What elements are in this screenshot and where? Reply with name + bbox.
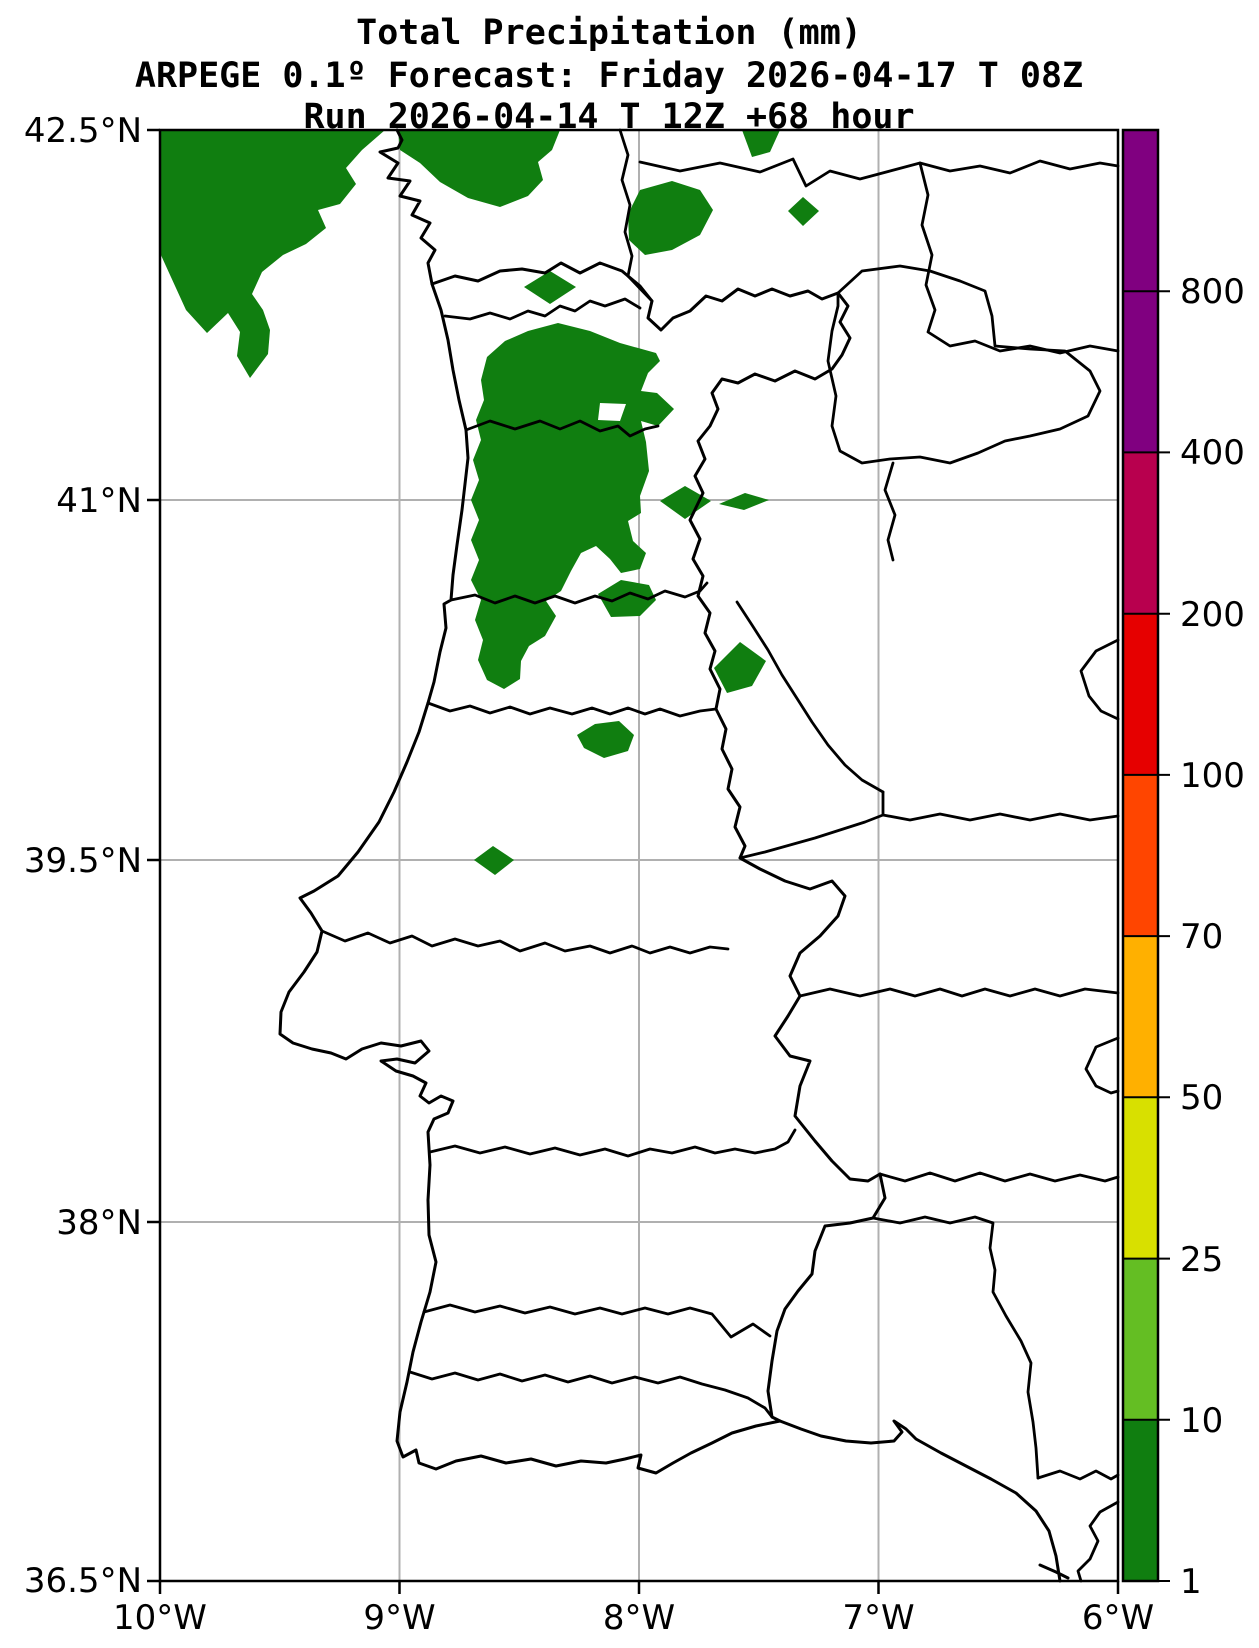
portugal-spain-border (430, 261, 887, 1423)
lon-label-8w: 8°W (603, 1598, 675, 1638)
precip-area-douro-spot-1 (660, 486, 711, 519)
province-line-leon-zamora (918, 161, 1120, 355)
colorbar-segment-400-800 (1123, 291, 1158, 453)
colorbar-label-25: 25 (1180, 1240, 1223, 1280)
colorbar-label-800: 800 (1180, 272, 1245, 312)
latitude-tick-marks (147, 128, 160, 1583)
province-line-caceres-north-b (881, 812, 1120, 822)
colorbar-label-1: 1 (1180, 1562, 1202, 1602)
lat-label-42-5: 42.5°N (24, 111, 142, 151)
colorbar-segment-50-70 (1123, 936, 1158, 1098)
lon-label-7w: 7°W (842, 1598, 914, 1638)
colorbar-segment-extend-above-800 (1123, 130, 1158, 292)
colorbar-label-70: 70 (1180, 917, 1223, 957)
province-line-bejar (883, 461, 897, 562)
province-line-right-edge (1084, 1036, 1120, 1095)
lon-label-10w: 10°W (113, 1598, 207, 1638)
district-line-santarem (320, 929, 730, 955)
colorbar-label-400: 400 (1180, 433, 1245, 473)
province-line-guadalquivir (1076, 1500, 1120, 1583)
district-line-douro (464, 419, 660, 438)
lon-label-9w: 9°W (363, 1598, 435, 1638)
country-border (430, 261, 887, 1423)
colorbar: 800 400 200 100 70 50 25 10 1 (1121, 128, 1245, 1602)
colorbar-label-200: 200 (1180, 595, 1245, 635)
colorbar-segment-10-25 (1123, 1258, 1158, 1420)
district-line-minho (443, 297, 642, 321)
colorbar-segment-70-100 (1123, 774, 1158, 937)
precip-area-minho-spot (524, 271, 576, 304)
precip-area-castelo-branco-spot (577, 721, 634, 758)
precip-area-39-5-spot (474, 846, 514, 875)
district-line-beja (422, 1303, 772, 1339)
colorbar-segment-1-10 (1123, 1419, 1158, 1581)
precip-area-guarda-spot (714, 642, 766, 693)
precip-area-douro-spot-2 (719, 493, 769, 510)
province-line-galicia (618, 128, 654, 303)
precip-area-ourense (628, 181, 713, 255)
colorbar-label-10: 10 (1180, 1401, 1223, 1441)
district-boundaries (320, 297, 797, 1419)
province-line-huelva (871, 1215, 1040, 1480)
province-line-north (638, 157, 1120, 188)
province-line-caceres-north-a (738, 790, 885, 860)
lat-label-36-5: 36.5°N (24, 1561, 142, 1601)
lat-label-41: 41°N (56, 481, 142, 521)
province-line-avila-edge (1079, 638, 1120, 721)
province-line-badajoz-south (878, 1171, 1120, 1183)
colorbar-segment-200-400 (1123, 452, 1158, 614)
colorbar-segment-25-50 (1123, 1097, 1158, 1259)
precip-area-nw-galicia (160, 130, 385, 378)
precip-area-galicia-north (398, 130, 560, 207)
title-block: Total Precipitation (mm) ARPEGE 0.1º For… (135, 13, 1083, 137)
province-line-sevilla (1036, 1469, 1120, 1481)
precip-area-viseu-spot (598, 580, 656, 617)
lon-label-6w: 6°W (1082, 1598, 1154, 1638)
colorbar-segment-100-200 (1123, 613, 1158, 775)
cadiz-spit (1038, 1563, 1070, 1580)
forecast-subtitle: ARPEGE 0.1º Forecast: Friday 2026-04-17 … (135, 56, 1083, 96)
district-line-evora (428, 1128, 797, 1158)
colorbar-label-50: 50 (1180, 1078, 1223, 1118)
province-line-caceres-west (735, 600, 885, 794)
longitude-tick-marks (158, 1581, 1120, 1594)
colorbar-tick-marks (1123, 290, 1170, 1582)
precip-area-spot-ne (788, 197, 819, 226)
district-line-viseu (449, 581, 709, 605)
lat-label-38: 38°N (56, 1203, 142, 1243)
lat-label-39-5: 39.5°N (24, 841, 142, 881)
district-line-algarve (408, 1370, 774, 1419)
district-line-coimbra (426, 701, 718, 718)
precip-area-top-edge-small (742, 130, 780, 157)
latitude-axis: 42.5°N 41°N 39.5°N 38°N 36.5°N (24, 111, 160, 1601)
province-line-caceres-badajoz (798, 987, 1120, 998)
province-line-salamanca (826, 264, 1102, 465)
province-boundaries (618, 128, 1120, 1583)
longitude-axis: 10°W 9°W 8°W 7°W 6°W (113, 1581, 1154, 1638)
colorbar-label-100: 100 (1180, 756, 1245, 796)
page-title: Total Precipitation (mm) (356, 13, 862, 53)
